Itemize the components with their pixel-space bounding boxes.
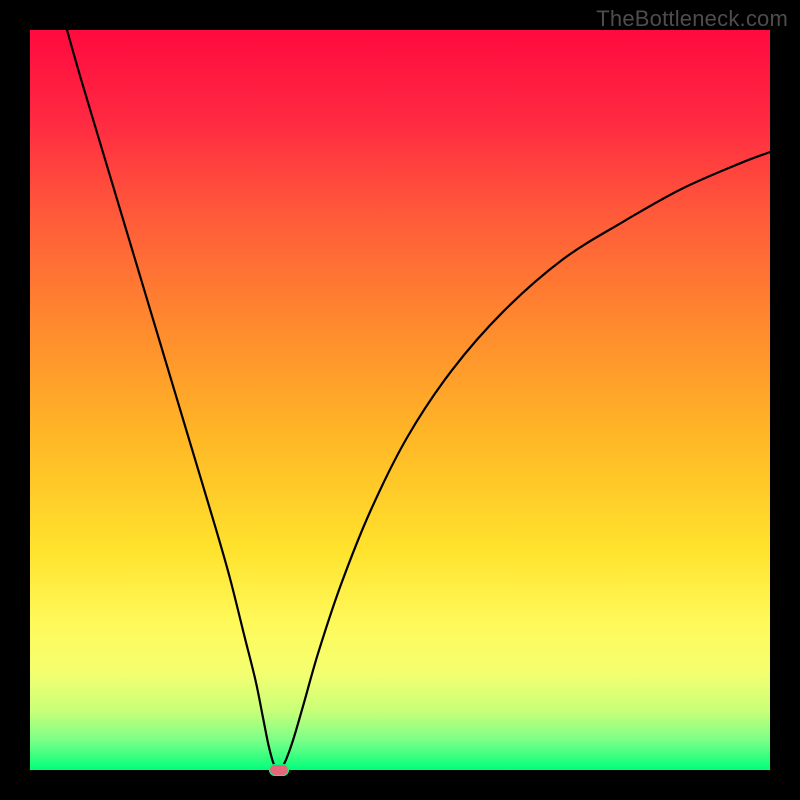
curve-svg-layer <box>30 30 770 770</box>
chart-container: TheBottleneck.com <box>0 0 800 800</box>
bottleneck-curve <box>67 30 770 770</box>
watermark-text: TheBottleneck.com <box>596 6 788 32</box>
optimum-marker <box>269 764 289 776</box>
plot-area <box>30 30 770 770</box>
